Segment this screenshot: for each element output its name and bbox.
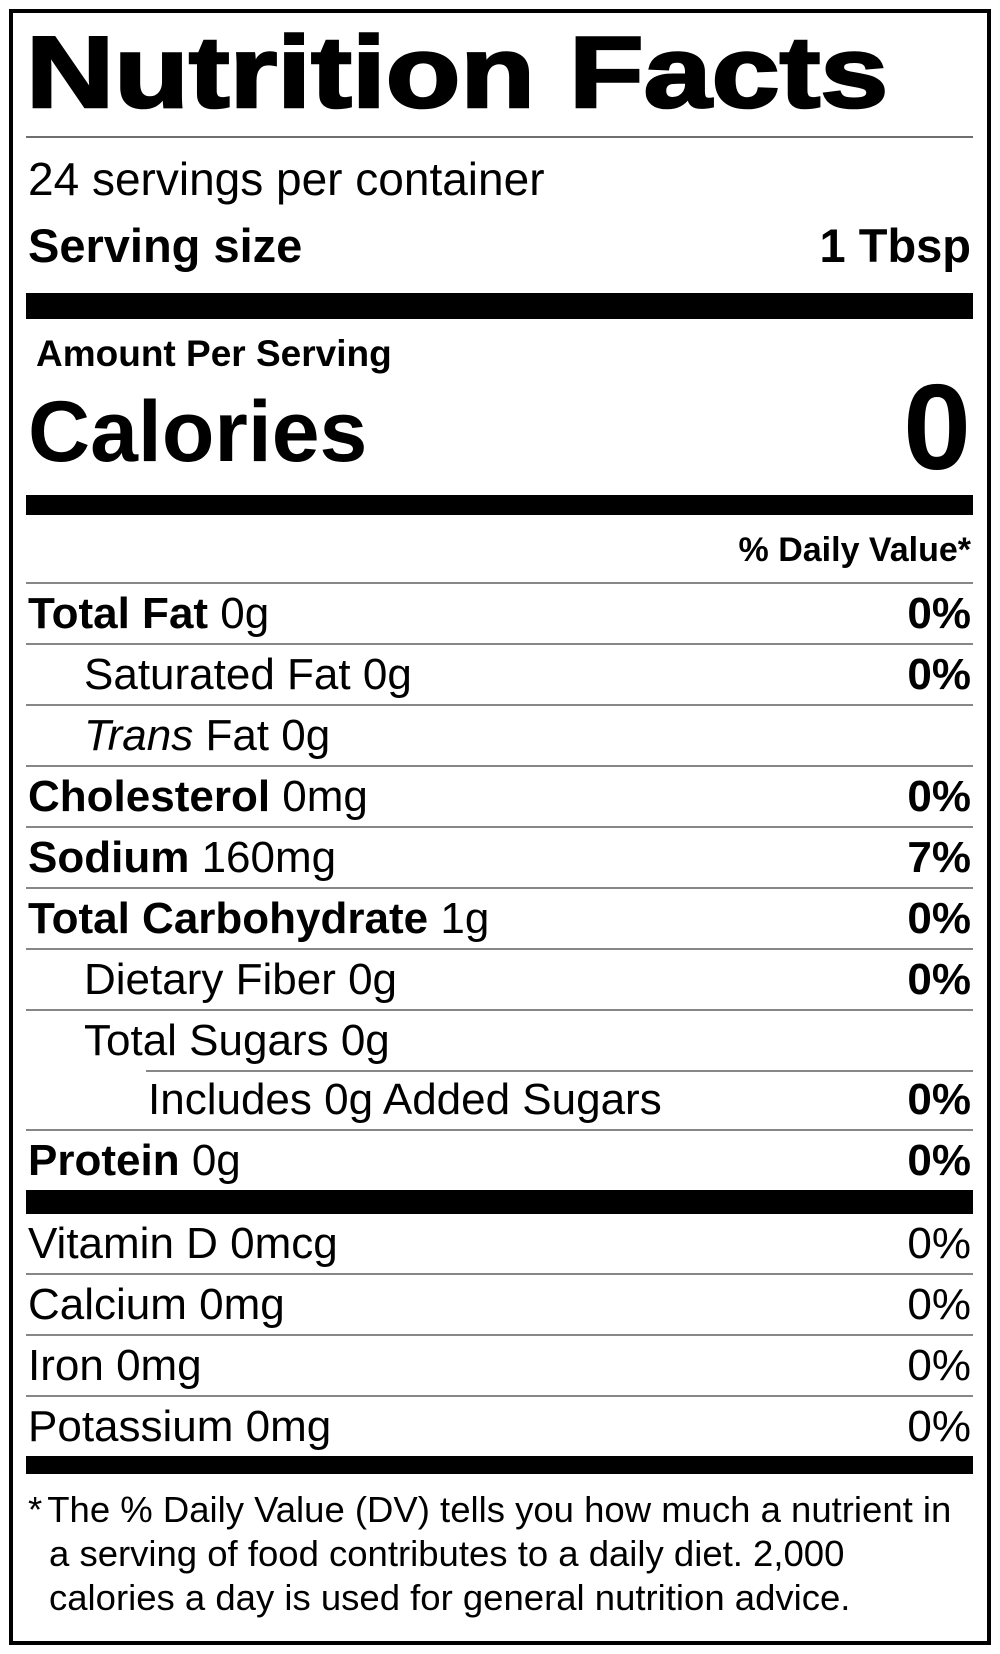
vitamin-name: Potassium xyxy=(28,1401,234,1451)
thick-divider-protein xyxy=(26,1190,973,1215)
nutrient-row-saturated-fat: Saturated Fat 0g 0% xyxy=(26,643,973,704)
nutrient-row-added-sugars: Includes 0g Added Sugars 0% xyxy=(26,1070,973,1129)
nutrient-row-protein: Protein 0g 0% xyxy=(26,1129,973,1190)
nutrient-row-total-sugars: Total Sugars 0g xyxy=(26,1009,973,1070)
vitamin-amount: 0mcg xyxy=(230,1218,338,1268)
nutrient-amount: 0g xyxy=(220,588,270,638)
label-title: Nutrition Facts xyxy=(24,17,889,129)
footnote: * The % Daily Value (DV) tells you how mu… xyxy=(26,1474,973,1619)
vitamin-row-calcium: Calcium 0mg 0% xyxy=(26,1273,973,1334)
vitamin-row-iron: Iron 0mg 0% xyxy=(26,1334,973,1395)
calories-label: Calories xyxy=(28,383,368,480)
footnote-text-block: * The % Daily Value (DV) tells you how mu… xyxy=(28,1488,971,1619)
nutrient-dv: 0% xyxy=(907,893,971,943)
vitamin-dv: 0% xyxy=(907,1218,971,1268)
nutrient-amount: Fat 0g xyxy=(205,710,331,760)
nutrient-dv: 0% xyxy=(907,588,971,638)
nutrient-amount: 0g xyxy=(348,954,398,1004)
nutrient-dv: 0% xyxy=(907,1135,971,1185)
nutrient-name: Dietary Fiber xyxy=(84,954,336,1004)
nutrient-dv: 0% xyxy=(907,1074,971,1124)
nutrient-row-total-carbohydrate: Total Carbohydrate 1g 0% xyxy=(26,887,973,948)
vitamin-dv: 0% xyxy=(907,1401,971,1451)
nutrient-dv: 0% xyxy=(907,954,971,1004)
vitamin-amount: 0mg xyxy=(199,1279,285,1329)
vitamin-dv: 0% xyxy=(907,1279,971,1329)
nutrient-amount: 0mg xyxy=(282,771,368,821)
vitamin-row-vitamin-d: Vitamin D 0mcg 0% xyxy=(26,1214,973,1273)
nutrient-amount: 0g xyxy=(340,1015,390,1065)
vitamin-rows: Vitamin D 0mcg 0% Calcium 0mg 0% Iron 0m… xyxy=(26,1214,973,1456)
nutrient-dv: 0% xyxy=(907,771,971,821)
servings-per-container: 24 servings per container xyxy=(28,153,545,206)
title-divider xyxy=(26,136,973,139)
nutrient-name: Sodium xyxy=(28,832,190,882)
nutrient-amount: 160mg xyxy=(201,832,337,882)
footnote-asterisk: * xyxy=(28,1489,43,1531)
calories-value: 0 xyxy=(903,359,971,496)
nutrient-row-sodium: Sodium 160mg 7% xyxy=(26,826,973,887)
nutrient-name: Saturated Fat xyxy=(84,649,351,699)
amount-per-serving-label: Amount Per Serving xyxy=(36,333,392,375)
nutrient-name-italic: Trans xyxy=(84,710,194,760)
calories-row: Calories 0 xyxy=(26,359,973,496)
footnote-text: The % Daily Value (DV) tells you how muc… xyxy=(47,1489,952,1618)
nutrient-name: Total Sugars xyxy=(84,1015,329,1065)
nutrient-name: Includes 0g Added Sugars xyxy=(148,1074,662,1124)
vitamin-name: Iron xyxy=(28,1340,104,1390)
nutrient-name: Total Carbohydrate xyxy=(28,893,429,943)
vitamin-name: Calcium xyxy=(28,1279,187,1329)
nutrient-row-cholesterol: Cholesterol 0mg 0% xyxy=(26,765,973,826)
nutrient-dv: 7% xyxy=(907,832,971,882)
nutrient-row-total-fat: Total Fat 0g 0% xyxy=(26,582,973,643)
vitamin-row-potassium: Potassium 0mg 0% xyxy=(26,1395,973,1456)
thick-divider-footnote xyxy=(26,1456,973,1475)
vitamin-name: Vitamin D xyxy=(28,1218,218,1268)
serving-size-row: Serving size 1 Tbsp xyxy=(26,208,973,293)
nutrient-amount: 0g xyxy=(191,1135,241,1185)
nutrient-row-trans-fat: Trans Fat 0g xyxy=(26,704,973,765)
thick-divider-top xyxy=(26,293,973,320)
nutrient-name: Total Fat xyxy=(28,588,209,638)
nutrient-amount: 0g xyxy=(362,649,412,699)
nutrient-row-dietary-fiber: Dietary Fiber 0g 0% xyxy=(26,948,973,1009)
nutrition-facts-label: Nutrition Facts 24 servings per containe… xyxy=(9,9,991,1645)
nutrient-amount: 1g xyxy=(440,893,490,943)
nutrient-dv: 0% xyxy=(907,649,971,699)
nutrient-name: Protein xyxy=(28,1135,180,1185)
daily-value-header: % Daily Value* xyxy=(738,531,971,570)
nutrient-rows: Total Fat 0g 0% Saturated Fat 0g 0% Tran… xyxy=(26,582,973,1190)
nutrient-name: Cholesterol xyxy=(28,771,271,821)
thick-divider-calories xyxy=(26,495,973,516)
vitamin-dv: 0% xyxy=(907,1340,971,1390)
serving-size-value: 1 Tbsp xyxy=(819,219,971,273)
serving-size-label: Serving size xyxy=(28,219,303,273)
vitamin-amount: 0mg xyxy=(116,1340,202,1390)
vitamin-amount: 0mg xyxy=(245,1401,332,1451)
